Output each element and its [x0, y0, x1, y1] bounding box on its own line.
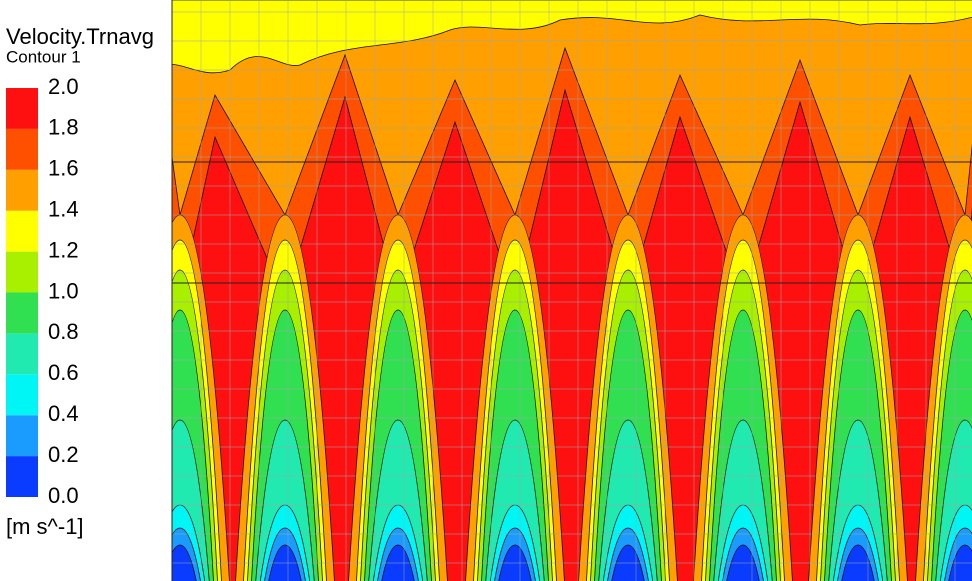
colorbar-tick-label: 1.2: [48, 237, 79, 262]
contour-field: [172, 0, 972, 581]
colorbar-tick-label: 0.0: [48, 483, 79, 508]
colorbar: 0.0 0.2 0.4 0.6 0.8 1.0 1.2 1.4 1.6 1.8 2.0: [6, 74, 79, 508]
colorbar-band: [6, 210, 38, 252]
contour-region: [172, 0, 972, 74]
colorbar-band: [6, 88, 38, 129]
colorbar-band: [6, 415, 38, 457]
legend-title: Velocity.Trnavg: [6, 24, 154, 49]
colorbar-tick-label: 0.8: [48, 319, 79, 344]
contour-region: [172, 0, 972, 217]
legend-subtitle: Contour 1: [6, 47, 81, 66]
colorbar-tick-label: 0.4: [48, 401, 79, 426]
colorbar-tick-label: 1.4: [48, 197, 79, 222]
colorbar-tick-label: 2.0: [48, 74, 79, 99]
colorbar-band: [6, 456, 38, 497]
colorbar-tick-label: 1.6: [48, 156, 79, 181]
unit-label: [m s^-1]: [6, 514, 84, 539]
colorbar-band: [6, 169, 38, 211]
colorbar-tick-label: 0.6: [48, 360, 79, 385]
colorbar-band: [6, 333, 38, 375]
colorbar-band: [6, 292, 38, 334]
colorbar-tick-label: 1.8: [48, 115, 79, 140]
mesh-grid: [171, 0, 972, 581]
colorbar-band: [6, 128, 38, 170]
colorbar-tick-label: 1.0: [48, 278, 79, 303]
colorbar-band: [6, 374, 38, 416]
colorbar-band: [6, 251, 38, 293]
colorbar-tick-label: 0.2: [48, 442, 79, 467]
